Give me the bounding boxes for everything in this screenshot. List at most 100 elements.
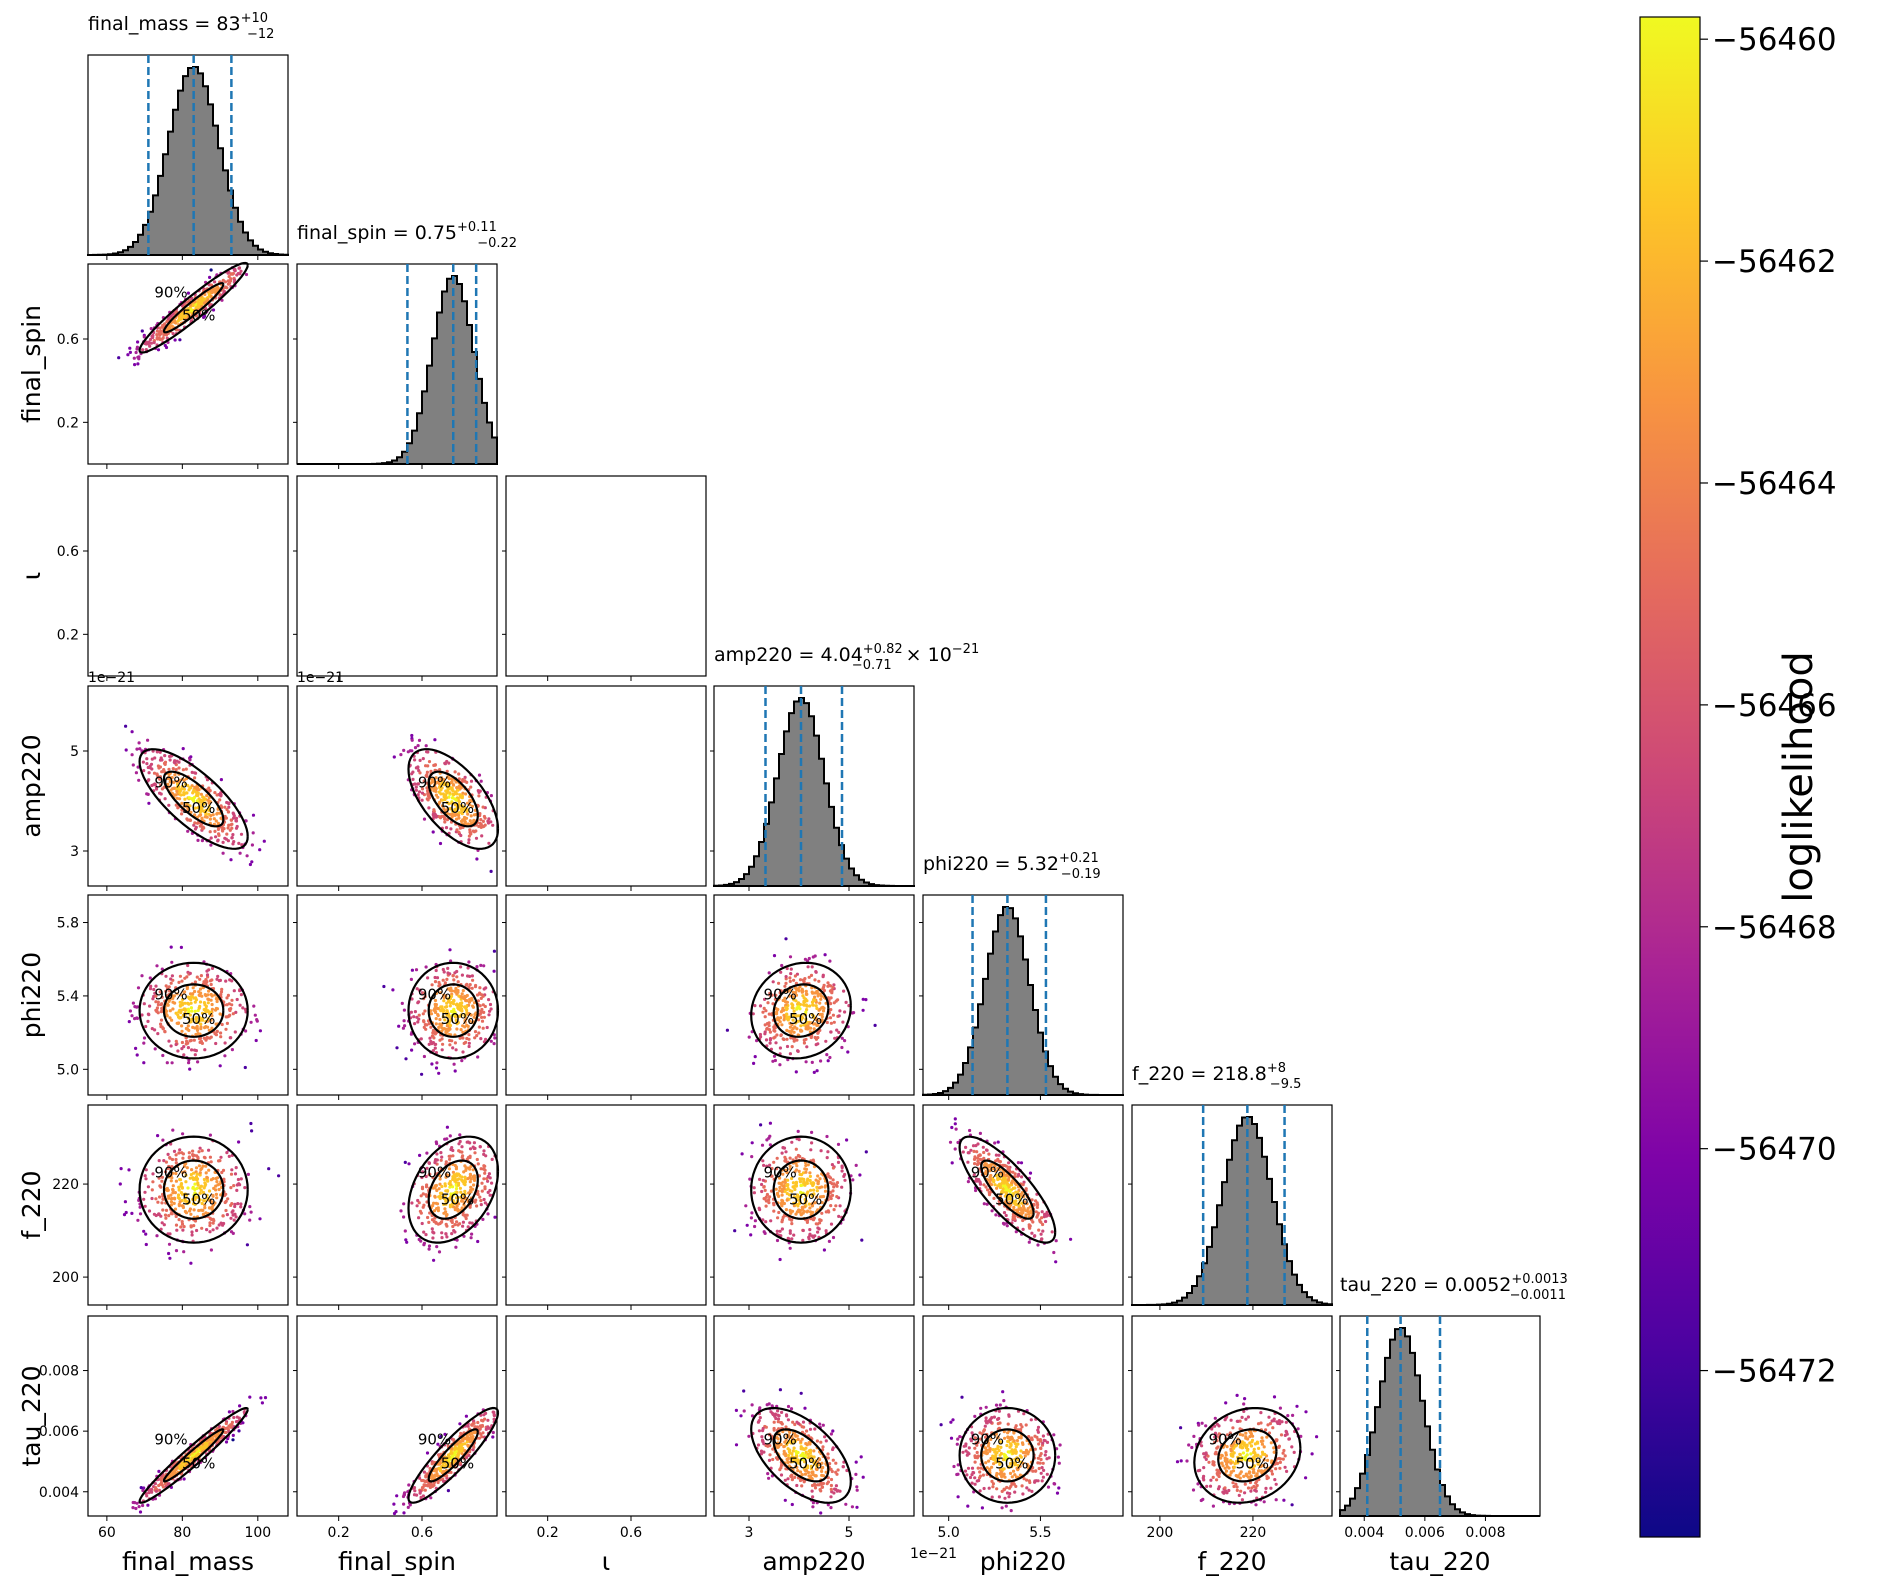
panel-phi220-vs-amp220: 50%90% <box>710 894 915 1100</box>
y-tick-label: 0.6 <box>57 544 79 560</box>
scatter-point <box>1010 1181 1014 1185</box>
scatter-point <box>765 1138 769 1142</box>
scatter-point <box>468 998 473 1003</box>
scatter-point <box>442 1211 446 1215</box>
scatter-point <box>424 764 428 768</box>
scatter-point <box>1027 1212 1031 1216</box>
scatter-point <box>490 1181 494 1185</box>
scatter-point <box>156 1003 160 1007</box>
contour-label: 90% <box>154 773 187 791</box>
scatter-point <box>820 1211 824 1215</box>
scatter-point <box>164 974 168 978</box>
scatter-point <box>481 1026 485 1030</box>
scatter-point <box>831 1013 836 1017</box>
scatter-point <box>749 1233 753 1237</box>
scatter-point <box>231 1433 235 1437</box>
scatter-point <box>456 788 460 792</box>
scatter-point <box>422 1230 426 1234</box>
scatter-point <box>123 1200 127 1204</box>
x-axis-label: final_mass <box>122 1547 254 1576</box>
scatter-point <box>226 271 230 275</box>
scatter-point <box>186 829 190 833</box>
scatter-point <box>967 1151 971 1155</box>
y-tick-label: 0.2 <box>57 627 79 643</box>
scatter-point <box>219 794 223 798</box>
scatter-point <box>825 1134 829 1139</box>
scatter-point <box>181 1132 185 1136</box>
scatter-point <box>413 746 418 750</box>
scatter-point <box>403 1229 407 1233</box>
scatter-point <box>798 1180 803 1184</box>
scatter-point <box>180 1040 184 1045</box>
scatter-point <box>174 1223 179 1227</box>
scatter-point <box>840 1036 844 1040</box>
scatter-point <box>774 1187 778 1191</box>
scatter-point <box>797 1138 801 1142</box>
scatter-point <box>199 798 203 802</box>
scatter-point <box>148 976 152 980</box>
title-main: amp220 = 4.04 <box>714 644 863 666</box>
panel-f_220-vs-iota <box>502 1104 707 1310</box>
scatter-point <box>433 1032 437 1036</box>
scatter-point <box>427 806 431 810</box>
scatter-point <box>216 827 220 832</box>
scatter-point <box>217 1223 221 1227</box>
scatter-point <box>167 803 171 807</box>
scatter-point <box>825 1156 829 1160</box>
scatter-point <box>461 1213 465 1217</box>
scatter-point <box>475 1157 479 1162</box>
scatter-point <box>260 1401 264 1405</box>
scatter-point <box>148 764 152 768</box>
contour-label: 90% <box>763 985 796 1003</box>
scatter-point <box>772 1026 776 1030</box>
scatter-point <box>195 1172 199 1176</box>
scatter-point <box>433 980 438 984</box>
scatter-point <box>181 311 185 315</box>
scatter-point <box>215 793 219 797</box>
scatter-point <box>165 1061 169 1065</box>
scatter-point <box>230 998 234 1002</box>
scatter-point <box>173 773 177 777</box>
scatter-point <box>840 1165 844 1170</box>
scatter-point <box>238 1404 242 1408</box>
scatter-point <box>146 738 150 742</box>
scatter-point <box>758 1004 763 1008</box>
scatter-point <box>794 1147 798 1151</box>
scatter-point <box>481 819 485 824</box>
scatter-point <box>189 1212 193 1216</box>
scatter-point <box>778 1257 782 1262</box>
scatter-point <box>479 818 483 822</box>
scatter-point <box>154 785 158 789</box>
scatter-point <box>804 1163 808 1168</box>
scatter-point <box>148 344 152 348</box>
scatter-point <box>481 994 485 998</box>
scatter-point <box>811 1235 816 1239</box>
scatter-point <box>158 326 162 330</box>
scatter-point <box>221 1214 225 1218</box>
scatter-point <box>192 996 196 1000</box>
scatter-point <box>767 971 771 975</box>
scatter-point <box>144 1177 148 1181</box>
panel-f_220-vs-final_spin: 50%90% <box>293 1104 500 1310</box>
scatter-point <box>435 1188 439 1193</box>
scatter-point <box>233 1204 237 1209</box>
contour-label: 50% <box>182 799 215 817</box>
scatter-point <box>136 765 140 769</box>
scatter-point <box>475 993 480 997</box>
scatter-point <box>209 1438 213 1442</box>
scatter-point <box>443 1182 447 1186</box>
scatter-point <box>255 1019 259 1023</box>
scatter-point <box>1007 1161 1011 1165</box>
scatter-point <box>162 761 167 766</box>
scatter-point <box>789 1211 793 1215</box>
scatter-point <box>399 753 403 757</box>
contour-label: 50% <box>789 1190 822 1208</box>
scatter-point <box>250 860 254 864</box>
panel-title: final_spin = 0.75+0.11 −0.22 <box>297 220 517 251</box>
scatter-point <box>216 1183 220 1187</box>
scatter-point <box>204 1171 208 1175</box>
scatter-point <box>173 1207 178 1211</box>
scatter-point <box>198 977 202 981</box>
scatter-point <box>448 1183 453 1187</box>
scatter-point <box>424 744 428 748</box>
